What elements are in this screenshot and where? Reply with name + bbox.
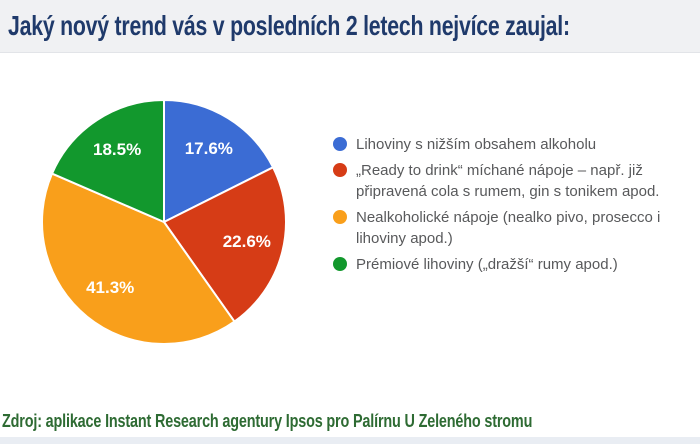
legend-item-label: Lihoviny s nižším obsahem alkoholu [356, 136, 597, 153]
pie-slice-label: 17.6% [185, 139, 233, 158]
source-note: Zdroj: aplikace Instant Research agentur… [2, 411, 533, 431]
chart-legend: Lihoviny s nižším obsahem alkoholu „Read… [333, 134, 663, 280]
legend-item-label: Prémiové lihoviny („dražší“ rumy apod.) [356, 256, 618, 273]
legend-swatch-icon [333, 137, 347, 151]
legend-swatch-icon [333, 163, 347, 177]
pie-chart-area: 17.6% 22.6% 41.3% 18.5% Lihoviny s nižším o… [0, 53, 700, 408]
pie-chart-svg: 17.6% 22.6% 41.3% 18.5% [41, 98, 287, 345]
pie-slice-label: 41.3% [86, 278, 134, 297]
legend-swatch-icon [333, 210, 347, 224]
title-bar: Jaký nový trend vás v posledních 2 letec… [0, 0, 700, 53]
legend-swatch-icon [333, 257, 347, 271]
pie-slice-label: 18.5% [93, 140, 141, 159]
pie-chart: 17.6% 22.6% 41.3% 18.5% [37, 95, 291, 349]
legend-item: Nealkoholické nápoje (nealko pivo, prose… [333, 207, 663, 249]
pie-slice-label: 22.6% [223, 232, 271, 251]
legend-item: Lihoviny s nižším obsahem alkoholu [333, 134, 663, 155]
pie-slice-2 [41, 172, 236, 345]
legend-item: „Ready to drink“ míchané nápoje – např. … [333, 160, 663, 202]
page-title: Jaký nový trend vás v posledních 2 letec… [8, 10, 570, 41]
bottom-strip [0, 437, 700, 444]
legend-item: Prémiové lihoviny („dražší“ rumy apod.) [333, 254, 663, 275]
legend-item-label: Nealkoholické nápoje (nealko pivo, prose… [356, 209, 661, 247]
legend-item-label: „Ready to drink“ míchané nápoje – např. … [356, 162, 660, 200]
pie-slice-3 [50, 98, 165, 224]
pie-slice-0 [163, 98, 275, 224]
pie-slice-1 [162, 165, 287, 323]
